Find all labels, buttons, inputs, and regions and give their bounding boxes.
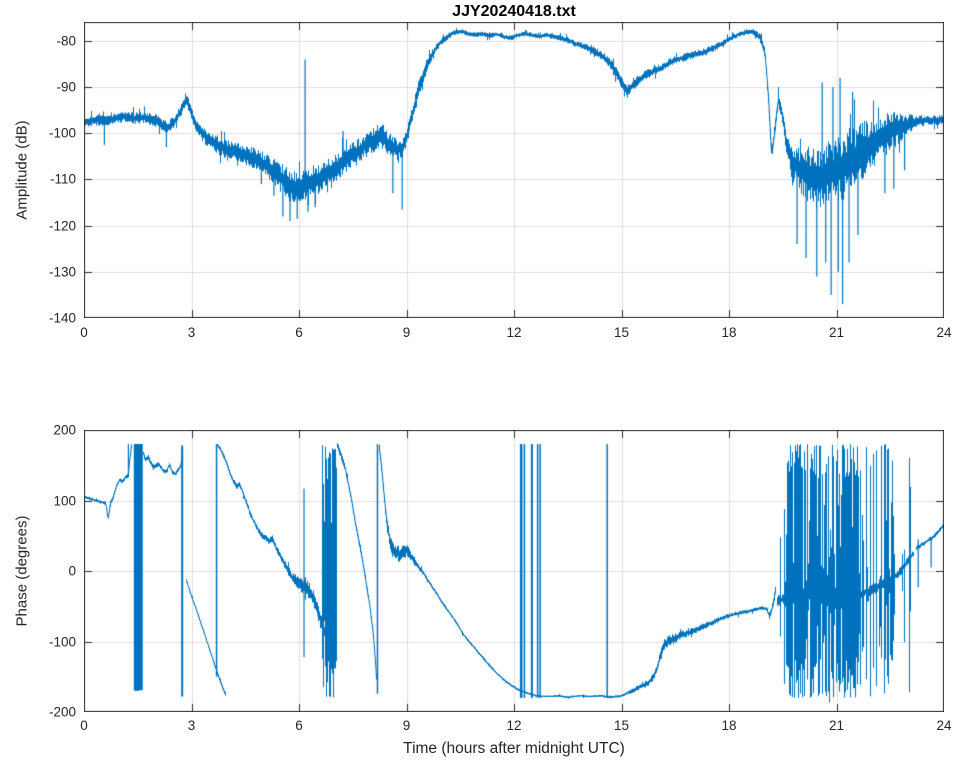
phase-y-tick-label: -100 [48,634,76,649]
phase-y-tick-label: 0 [68,563,76,579]
amplitude-y-tick-label: -130 [48,264,76,280]
amplitude-y-tick-label: -120 [48,218,76,234]
amplitude-x-tick-label: 15 [613,325,630,340]
phase-y-tick-label: -200 [48,704,76,720]
figure-title: JJY20240418.txt [452,3,576,20]
amplitude-x-tick-label: 9 [402,325,411,340]
amplitude-y-tick-label: -140 [48,310,76,326]
phase-x-tick-label: 9 [402,718,411,733]
phase-y-axis-label: Phase (degrees) [13,515,31,627]
amplitude-x-tick-label: 3 [187,325,196,340]
phase-y-tick-label: 200 [53,422,76,438]
amplitude-y-tick-label: -100 [48,125,76,141]
amplitude-y-axis-label: Amplitude (dB) [13,120,31,220]
x-axis-label: Time (hours after midnight UTC) [403,740,625,757]
amplitude-plot-canvas [84,22,944,318]
phase-x-tick-label: 3 [187,718,196,733]
amplitude-x-tick-label: 21 [828,325,845,340]
phase-plot-canvas [84,430,944,712]
phase-x-tick-label: 6 [295,718,303,733]
amplitude-y-tick-label: -80 [56,33,76,49]
phase-x-tick-label: 15 [613,718,630,733]
amplitude-x-tick-label: 18 [721,325,737,340]
phase-x-tick-label: 12 [506,718,522,733]
amplitude-y-tick-label: -110 [49,171,76,187]
phase-y-tick-label: 100 [53,493,76,508]
amplitude-x-tick-label: 0 [80,325,88,340]
amplitude-x-tick-label: 6 [295,325,303,340]
amplitude-x-tick-label: 12 [506,325,522,340]
amplitude-x-tick-label: 24 [936,325,952,340]
phase-x-tick-label: 0 [80,718,88,733]
phase-x-tick-label: 24 [936,718,952,733]
phase-x-tick-label: 18 [721,718,737,733]
phase-x-tick-label: 21 [828,718,845,733]
amplitude-y-tick-label: -90 [56,79,76,95]
